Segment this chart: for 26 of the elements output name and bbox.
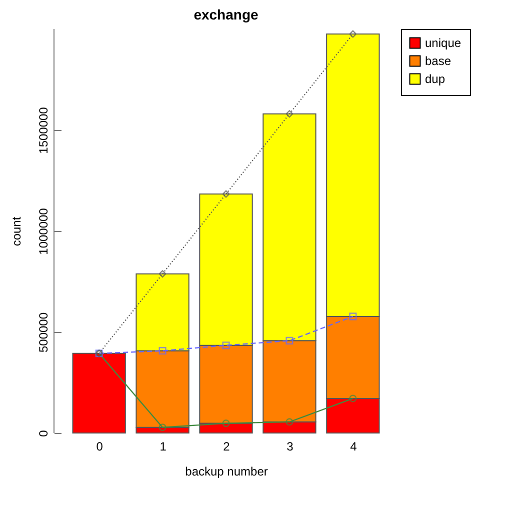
y-tick-label: 0 bbox=[36, 430, 50, 437]
x-tick-label: 2 bbox=[223, 440, 230, 454]
x-tick-label: 0 bbox=[96, 440, 104, 454]
x-tick-label: 1 bbox=[160, 440, 167, 454]
point bbox=[158, 347, 166, 355]
y-tick-label: 1000000 bbox=[36, 208, 50, 255]
x-tick-label: 4 bbox=[350, 440, 358, 454]
legend-label: base bbox=[425, 54, 452, 68]
y-axis-title: count bbox=[10, 216, 24, 246]
point bbox=[286, 110, 294, 118]
point bbox=[286, 336, 294, 344]
point bbox=[222, 420, 230, 428]
point bbox=[349, 312, 357, 320]
x-tick-label: 3 bbox=[286, 440, 294, 454]
point bbox=[222, 190, 230, 198]
point bbox=[222, 342, 230, 350]
point bbox=[286, 418, 294, 426]
point bbox=[158, 270, 166, 278]
x-axis-title: backup number bbox=[185, 464, 268, 478]
legend-label: dup bbox=[425, 72, 446, 86]
y-tick-label: 500000 bbox=[36, 312, 50, 353]
point bbox=[158, 424, 166, 432]
chart-title: exchange bbox=[194, 6, 259, 22]
legend-label: unique bbox=[425, 36, 462, 50]
y-tick-label: 1500000 bbox=[36, 106, 50, 154]
point bbox=[349, 30, 357, 38]
